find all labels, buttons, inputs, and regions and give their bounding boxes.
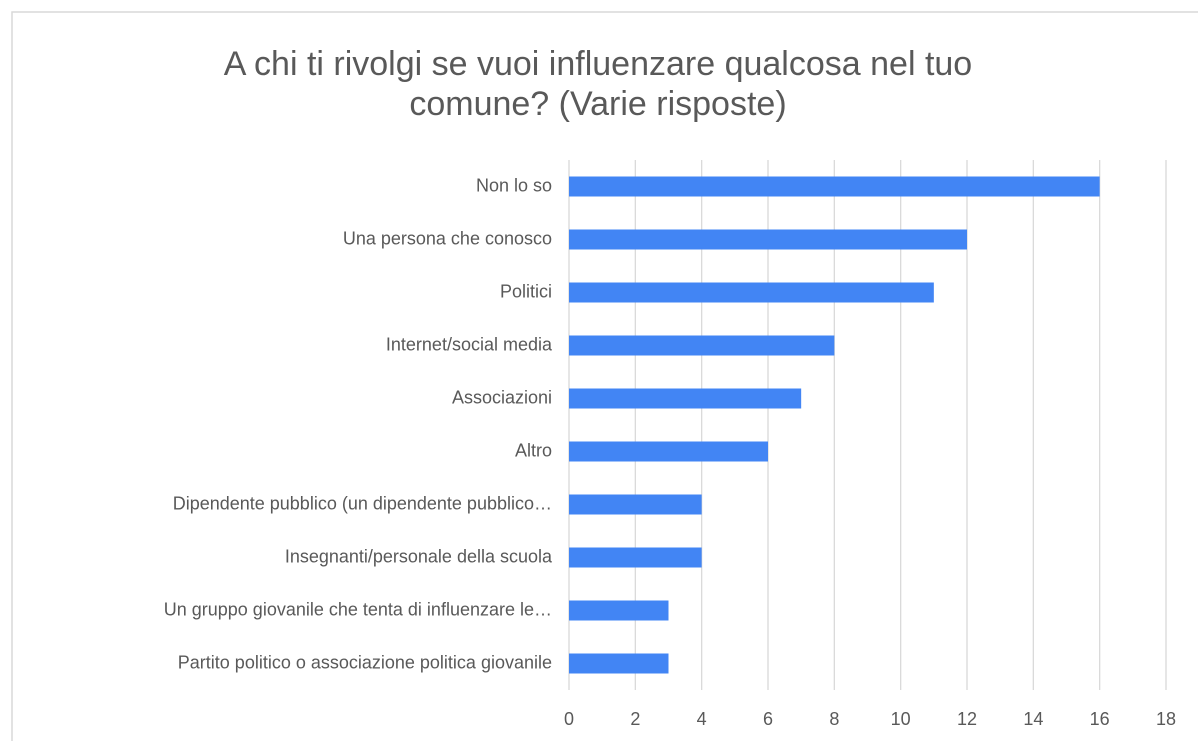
chart-title: A chi ti rivolgi se vuoi influenzare qua…	[224, 45, 972, 83]
x-tick-label: 4	[697, 709, 707, 729]
y-tick-label: Non lo so	[476, 175, 552, 195]
x-tick-label: 12	[957, 709, 977, 729]
x-tick-label: 18	[1156, 709, 1176, 729]
bar	[569, 229, 967, 250]
x-tick-label: 0	[564, 709, 574, 729]
bar	[569, 653, 669, 674]
x-tick-label: 8	[829, 709, 839, 729]
y-tick-label: Internet/social media	[386, 334, 553, 354]
y-tick-label: Partito politico o associazione politica…	[178, 652, 552, 672]
bar	[569, 600, 669, 621]
y-tick-label: Dipendente pubblico (un dipendente pubbl…	[173, 493, 552, 513]
x-tick-label: 10	[891, 709, 911, 729]
bar	[569, 441, 768, 462]
y-tick-label: Politici	[500, 281, 552, 301]
x-tick-label: 2	[630, 709, 640, 729]
x-tick-label: 16	[1090, 709, 1110, 729]
bar	[569, 547, 702, 568]
chart-title: comune? (Varie risposte)	[409, 85, 786, 123]
bar	[569, 335, 835, 356]
y-tick-label: Un gruppo giovanile che tenta di influen…	[164, 599, 552, 619]
bar	[569, 388, 802, 409]
bar	[569, 282, 934, 303]
y-tick-label: Associazioni	[452, 387, 552, 407]
bar	[569, 494, 702, 515]
y-tick-label: Altro	[515, 440, 552, 460]
x-tick-label: 6	[763, 709, 773, 729]
bar	[569, 176, 1100, 197]
y-tick-label: Una persona che conosco	[343, 228, 552, 248]
y-tick-label: Insegnanti/personale della scuola	[285, 546, 553, 566]
x-tick-label: 14	[1023, 709, 1043, 729]
